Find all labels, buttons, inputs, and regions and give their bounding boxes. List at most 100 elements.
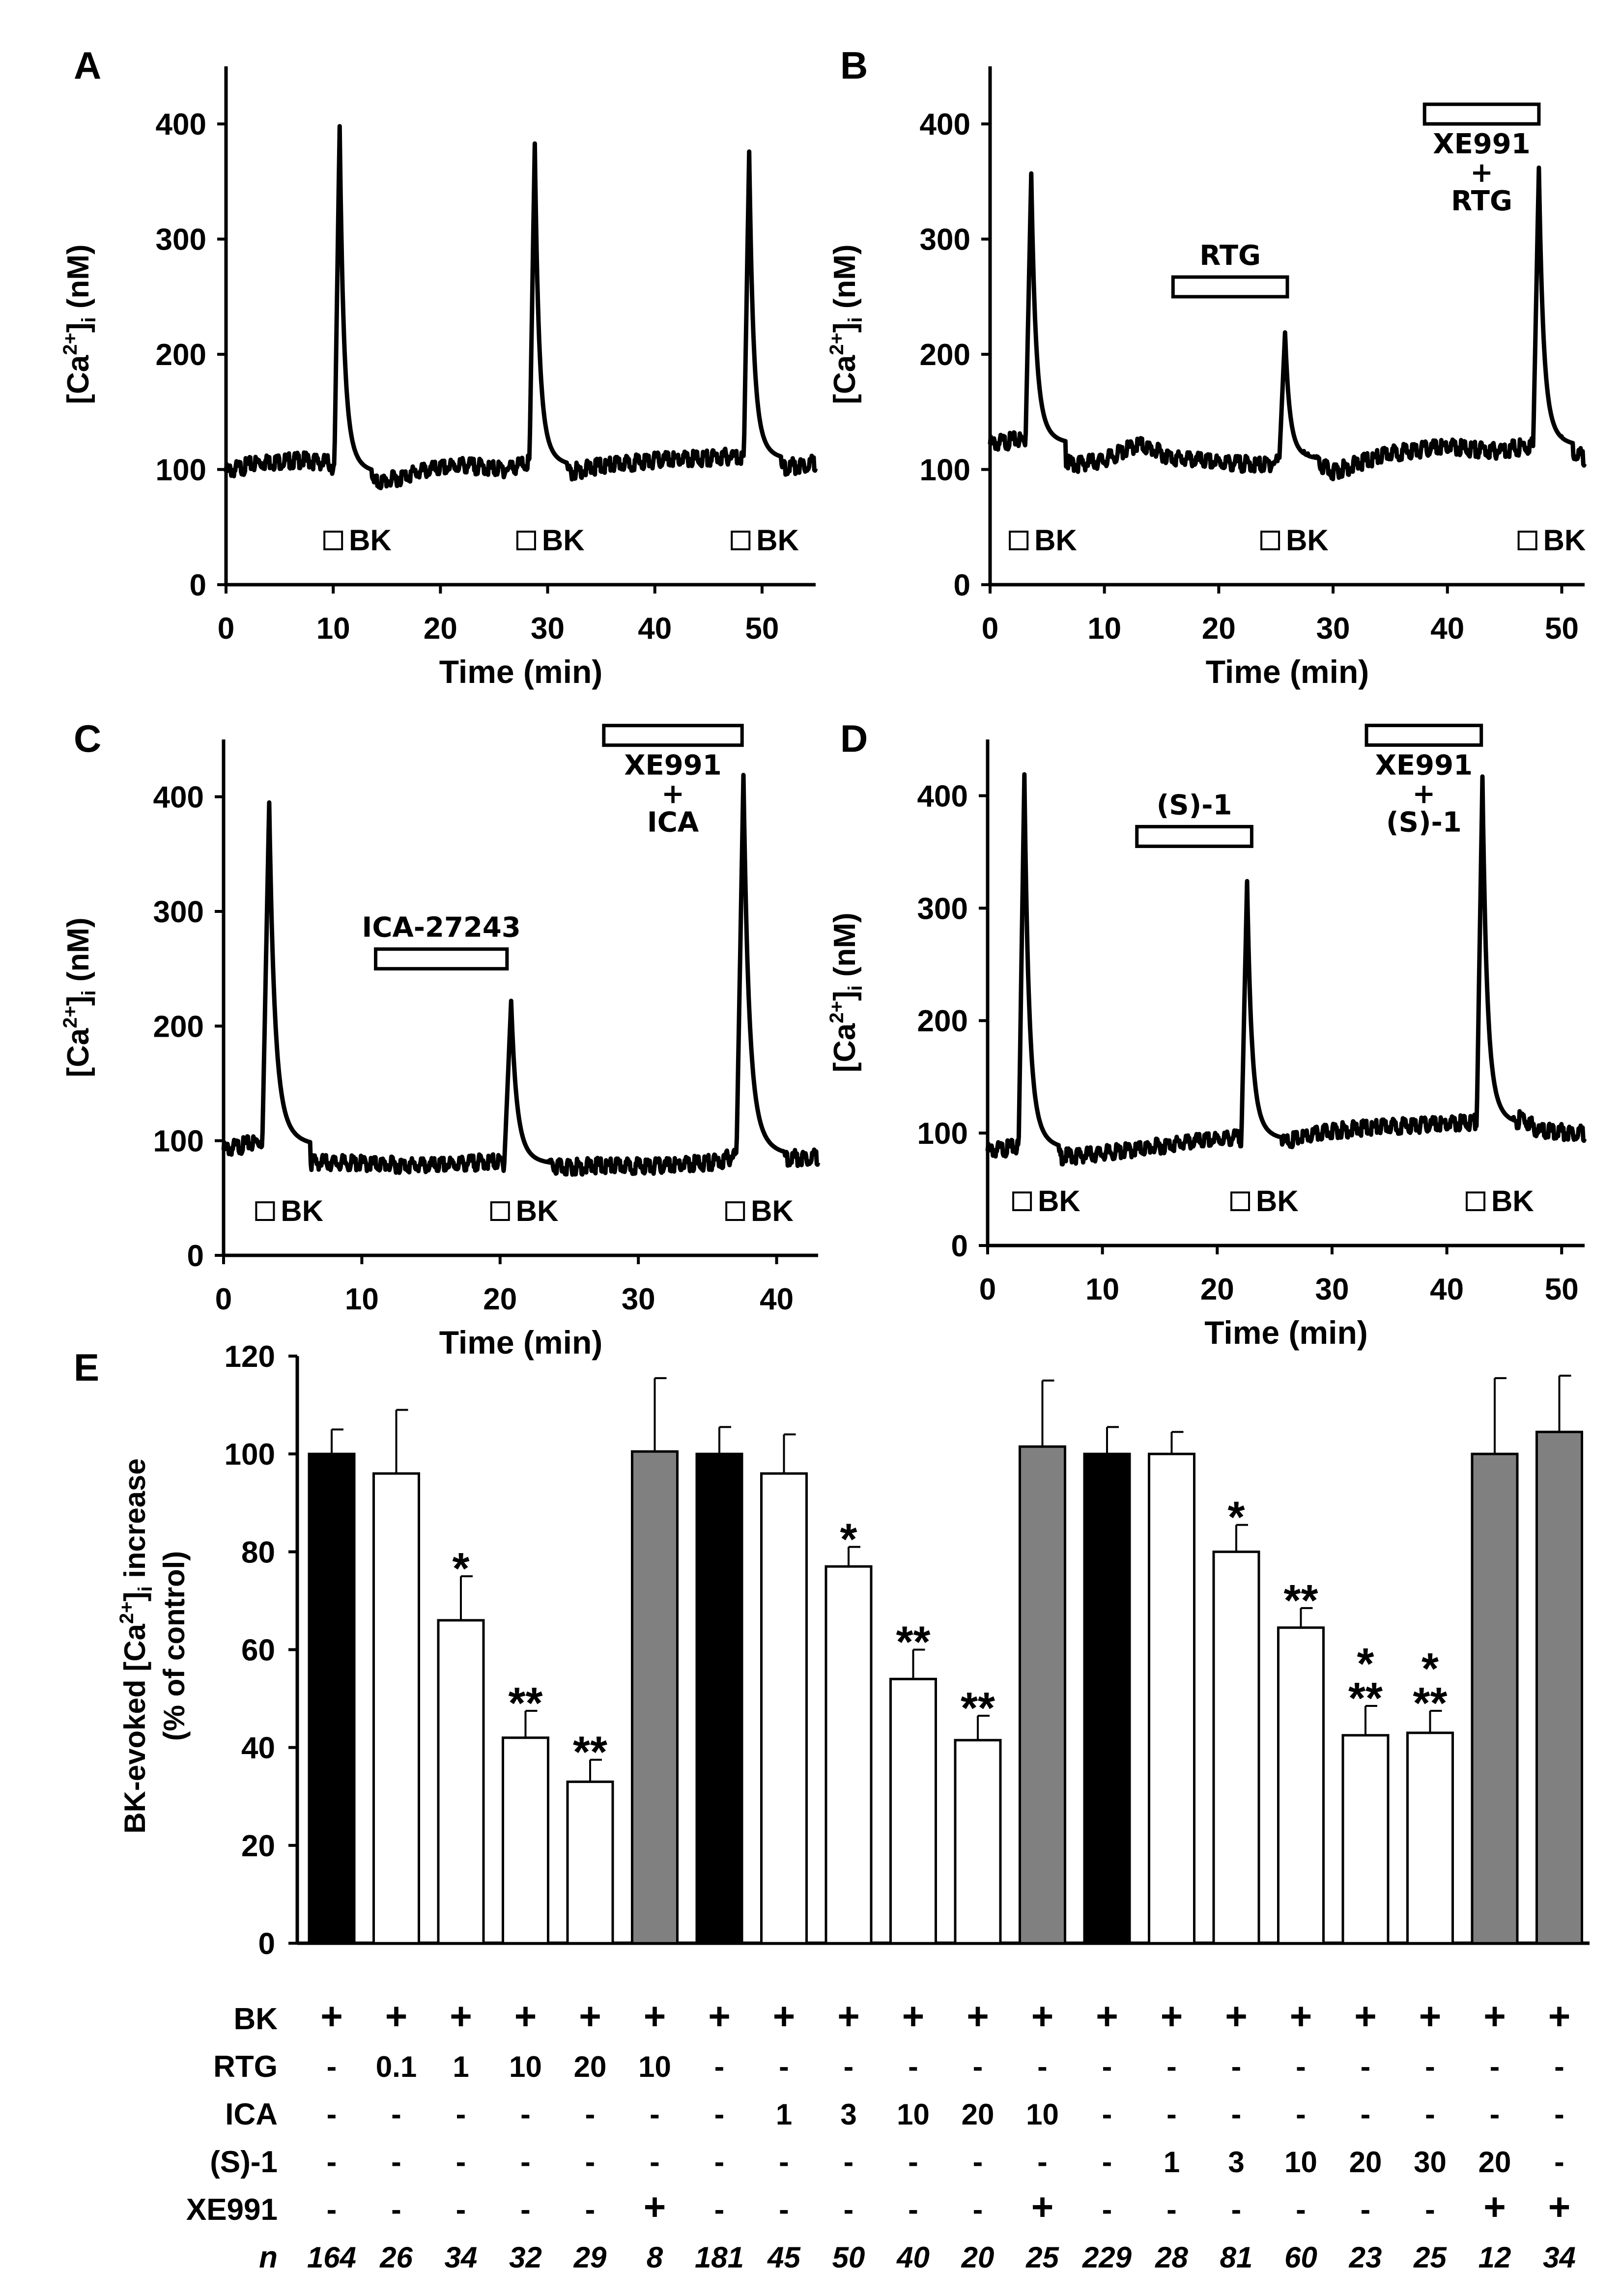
condition-value: + [1354, 1994, 1377, 2038]
x-tick-label: 10 [316, 612, 350, 646]
condition-value: + [1483, 2185, 1506, 2228]
significance-label: ** [1348, 1674, 1383, 1723]
drug-label: (S)-1 [1386, 806, 1462, 838]
x-tick-label: 0 [218, 612, 234, 646]
x-tick-label: 30 [531, 612, 565, 646]
n-value: 8 [647, 2241, 663, 2274]
condition-value: 20 [1478, 2146, 1511, 2179]
condition-value: - [585, 2145, 596, 2179]
y-axis-label: [Ca2+]i (nM) [59, 917, 100, 1077]
condition-value: - [973, 2050, 983, 2084]
panel-b: B 0 100 200 300 400 0 10 20 30 40 50 Time (min) [Ca2+… [826, 44, 1587, 690]
condition-value: 1 [453, 2050, 469, 2083]
y-tick-label: 100 [225, 1438, 275, 1472]
bar [1471, 1452, 1519, 1945]
condition-value: - [585, 2193, 596, 2227]
condition-value: - [1102, 2050, 1112, 2084]
n-value: 40 [896, 2241, 930, 2274]
y-tick-label: 200 [153, 1010, 204, 1044]
condition-value: - [714, 2050, 725, 2084]
condition-value: 30 [1414, 2146, 1447, 2179]
x-tick-label: 20 [1200, 1273, 1234, 1306]
bar [437, 1619, 485, 1945]
condition-value: - [327, 2050, 337, 2084]
n-value: 23 [1349, 2241, 1382, 2274]
x-tick-label: 10 [345, 1282, 379, 1316]
condition-value: 1 [1164, 2146, 1180, 2179]
condition-value: - [1425, 2193, 1435, 2227]
condition-value: 10 [897, 2098, 930, 2131]
y-tick-label: 120 [225, 1340, 275, 1374]
condition-value: - [520, 2098, 531, 2131]
condition-value: 20 [1349, 2146, 1382, 2179]
condition-value: - [973, 2193, 983, 2227]
panel-d: D 0 100 200 300 400 0 10 20 30 40 50 Time (min) [Ca2+… [826, 717, 1587, 1351]
row-label: n [259, 2240, 278, 2274]
condition-value: 10 [1284, 2146, 1317, 2179]
condition-value: - [1166, 2098, 1177, 2131]
y-tick-label: 20 [241, 1829, 275, 1863]
bar [1083, 1452, 1131, 1945]
stimulus-label: BK [1034, 524, 1077, 557]
bar [566, 1780, 614, 1945]
condition-value: - [779, 2145, 789, 2179]
n-value: 34 [1543, 2241, 1576, 2274]
condition-value: - [327, 2098, 337, 2131]
condition-value: - [1166, 2050, 1177, 2084]
condition-value: - [1554, 2050, 1564, 2084]
x-tick-label: 30 [1316, 612, 1350, 646]
y-tick-label: 400 [156, 108, 206, 142]
n-value: 50 [832, 2241, 865, 2274]
condition-value: 20 [574, 2050, 607, 2083]
y-tick-label: 100 [156, 454, 206, 487]
y-tick-label: 0 [190, 568, 206, 602]
bar [954, 1739, 1002, 1945]
drug-application-bar [1364, 723, 1483, 747]
stimulus-marker [1009, 531, 1029, 550]
condition-value: - [650, 2145, 660, 2179]
y-tick-label: 0 [951, 1229, 968, 1263]
x-tick-label: 10 [1085, 1273, 1119, 1306]
condition-value: - [1037, 2050, 1048, 2084]
x-tick-label: 30 [1315, 1273, 1349, 1306]
row-label: ICA [225, 2098, 278, 2131]
panel-letter: D [840, 717, 868, 760]
panel-e-bar-chart: E BK-evoked [Ca2+]i increase(% of control… [74, 1340, 1590, 2274]
bar [631, 1450, 679, 1945]
condition-value: - [908, 2193, 918, 2227]
condition-value: + [1483, 1994, 1506, 2038]
drug-application-bar [1422, 102, 1541, 126]
condition-value: + [708, 1994, 731, 2038]
condition-value: 0.1 [376, 2050, 417, 2083]
stimulus-label: BK [1491, 1185, 1534, 1218]
stimulus-marker [323, 531, 343, 550]
condition-value: - [1554, 2098, 1564, 2131]
stimulus-marker [1517, 531, 1537, 550]
x-tick-label: 0 [215, 1282, 232, 1316]
y-tick-label: 60 [241, 1634, 275, 1668]
x-tick-label: 40 [1430, 1273, 1464, 1306]
drug-label: XE991 [1433, 128, 1530, 160]
stimulus-marker [1230, 1191, 1251, 1211]
condition-value: 10 [509, 2050, 542, 2083]
significance-label: ** [573, 1728, 607, 1777]
condition-value: - [1296, 2050, 1306, 2084]
condition-value: + [1419, 1994, 1442, 2038]
drug-label: (S)-1 [1157, 789, 1232, 821]
n-value: 28 [1155, 2241, 1188, 2274]
condition-value: + [1031, 2185, 1054, 2228]
row-label: BK [233, 2002, 278, 2036]
panel-letter: B [840, 44, 868, 87]
y-tick-label: 400 [917, 779, 968, 813]
n-value: 25 [1413, 2241, 1447, 2274]
drug-label: ICA-27243 [362, 912, 521, 944]
condition-value: - [844, 2145, 854, 2179]
bar [824, 1565, 873, 1945]
drug-label: RTG [1199, 240, 1261, 272]
stimulus-label: BK [349, 524, 392, 557]
condition-value: - [973, 2145, 983, 2179]
y-tick-label: 0 [258, 1927, 275, 1961]
condition-value: - [1102, 2193, 1112, 2227]
drug-label: + [661, 778, 684, 810]
condition-value: - [456, 2193, 466, 2227]
